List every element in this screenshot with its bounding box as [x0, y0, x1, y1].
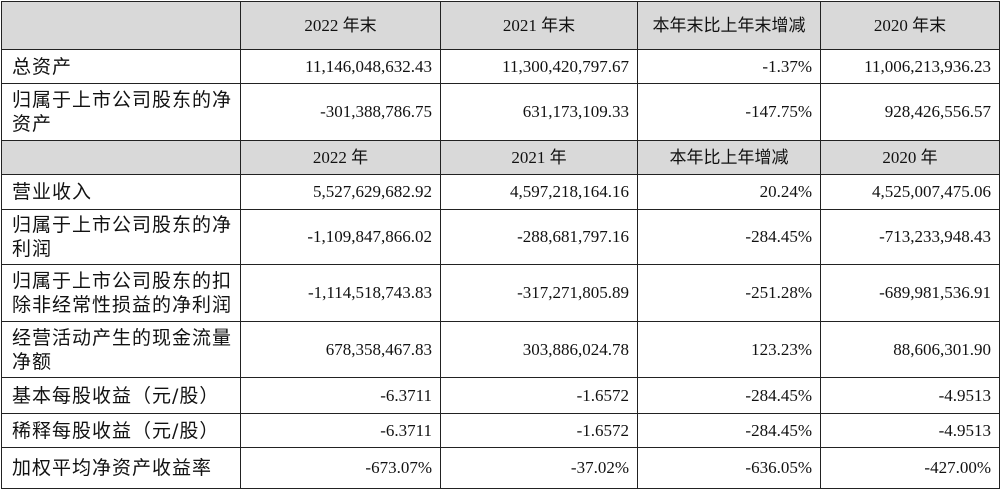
value-cell: -288,681,797.16 — [440, 209, 638, 265]
header-cell: 2020 年 — [820, 140, 1000, 175]
data-row: 经营活动产生的现金流量净额 678,358,467.83 303,886,024.7… — [1, 321, 1000, 378]
data-row: 总资产 11,146,048,632.43 11,300,420,797.67 -1.… — [1, 49, 1000, 84]
row-label: 经营活动产生的现金流量净额 — [1, 321, 241, 378]
value-cell: -37.02% — [440, 447, 638, 489]
data-row: 归属于上市公司股东的扣除非经常性损益的净利润 -1,114,518,743.83-… — [1, 264, 1000, 322]
value-cell: -1.37% — [637, 49, 821, 84]
value-cell: -6.3711 — [240, 377, 441, 414]
row-label: 营业收入 — [1, 174, 241, 210]
value-cell: -6.3711 — [240, 413, 441, 448]
value-cell: -4.9513 — [820, 377, 1000, 414]
value-cell: -301,388,786.75 — [240, 83, 441, 141]
value-cell: -1.6572 — [440, 377, 638, 414]
value-cell: -689,981,536.91 — [820, 264, 1000, 322]
data-row: 加权平均净资产收益率 -673.07% -37.02% -636.05% -427.00… — [1, 447, 1000, 489]
value-cell: -1,114,518,743.83 — [240, 264, 441, 322]
row-label: 总资产 — [1, 49, 241, 84]
value-cell: -147.75% — [637, 83, 821, 141]
value-cell: -636.05% — [637, 447, 821, 489]
value-cell: 631,173,109.33 — [440, 83, 638, 141]
row-label: 稀释每股收益（元/股） — [1, 413, 241, 448]
value-cell: 4,525,007,475.06 — [820, 174, 1000, 210]
row-label: 基本每股收益（元/股） — [1, 377, 241, 414]
value-cell: 4,597,218,164.16 — [440, 174, 638, 210]
value-cell: 11,006,213,936.23 — [820, 49, 1000, 84]
header-cell: 2022 年 — [240, 140, 441, 175]
data-row: 归属于上市公司股东的净利润 -1,109,847,866.02 -288,681,7… — [1, 209, 1000, 265]
value-cell: 20.24% — [637, 174, 821, 210]
header-cell — [1, 1, 241, 50]
header-cell: 2020 年末 — [820, 1, 1000, 50]
value-cell: 11,146,048,632.43 — [240, 49, 441, 84]
value-cell: -4.9513 — [820, 413, 1000, 448]
header-row: 2022 年 2021 年本年比上年增减 2020 年 — [1, 140, 1000, 175]
header-cell: 本年末比上年末增减 — [637, 1, 821, 50]
value-cell: -673.07% — [240, 447, 441, 489]
header-cell: 2021 年末 — [440, 1, 638, 50]
value-cell: 11,300,420,797.67 — [440, 49, 638, 84]
value-cell: -284.45% — [637, 209, 821, 265]
data-row: 营业收入 5,527,629,682.92 4,597,218,164.16 20.2… — [1, 174, 1000, 210]
value-cell: 678,358,467.83 — [240, 321, 441, 378]
value-cell: -251.28% — [637, 264, 821, 322]
value-cell: -1,109,847,866.02 — [240, 209, 441, 265]
row-label: 归属于上市公司股东的扣除非经常性损益的净利润 — [1, 264, 241, 322]
data-row: 基本每股收益（元/股） -6.3711 -1.6572 -284.45% -4.9513 — [1, 377, 1000, 414]
value-cell: 303,886,024.78 — [440, 321, 638, 378]
value-cell: 928,426,556.57 — [820, 83, 1000, 141]
header-cell: 2022 年末 — [240, 1, 441, 50]
row-label: 加权平均净资产收益率 — [1, 447, 241, 489]
header-cell: 本年比上年增减 — [637, 140, 821, 175]
value-cell: -317,271,805.89 — [440, 264, 638, 322]
row-label: 归属于上市公司股东的净资产 — [1, 83, 241, 141]
value-cell: 5,527,629,682.92 — [240, 174, 441, 210]
header-row: 2022 年末 2021 年末 本年末比上年末增减 2020 年末 — [1, 1, 1000, 50]
row-label: 归属于上市公司股东的净利润 — [1, 209, 241, 265]
header-cell: 2021 年 — [440, 140, 638, 175]
header-cell — [1, 140, 241, 175]
value-cell: -1.6572 — [440, 413, 638, 448]
value-cell: -427.00% — [820, 447, 1000, 489]
data-row: 稀释每股收益（元/股） -6.3711 -1.6572 -284.45% -4.9513 — [1, 413, 1000, 448]
value-cell: 123.23% — [637, 321, 821, 378]
value-cell: 88,606,301.90 — [820, 321, 1000, 378]
value-cell: -713,233,948.43 — [820, 209, 1000, 265]
value-cell: -284.45% — [637, 377, 821, 414]
value-cell: -284.45% — [637, 413, 821, 448]
data-row: 归属于上市公司股东的净资产 -301,388,786.75 631,173,109.… — [1, 83, 1000, 141]
